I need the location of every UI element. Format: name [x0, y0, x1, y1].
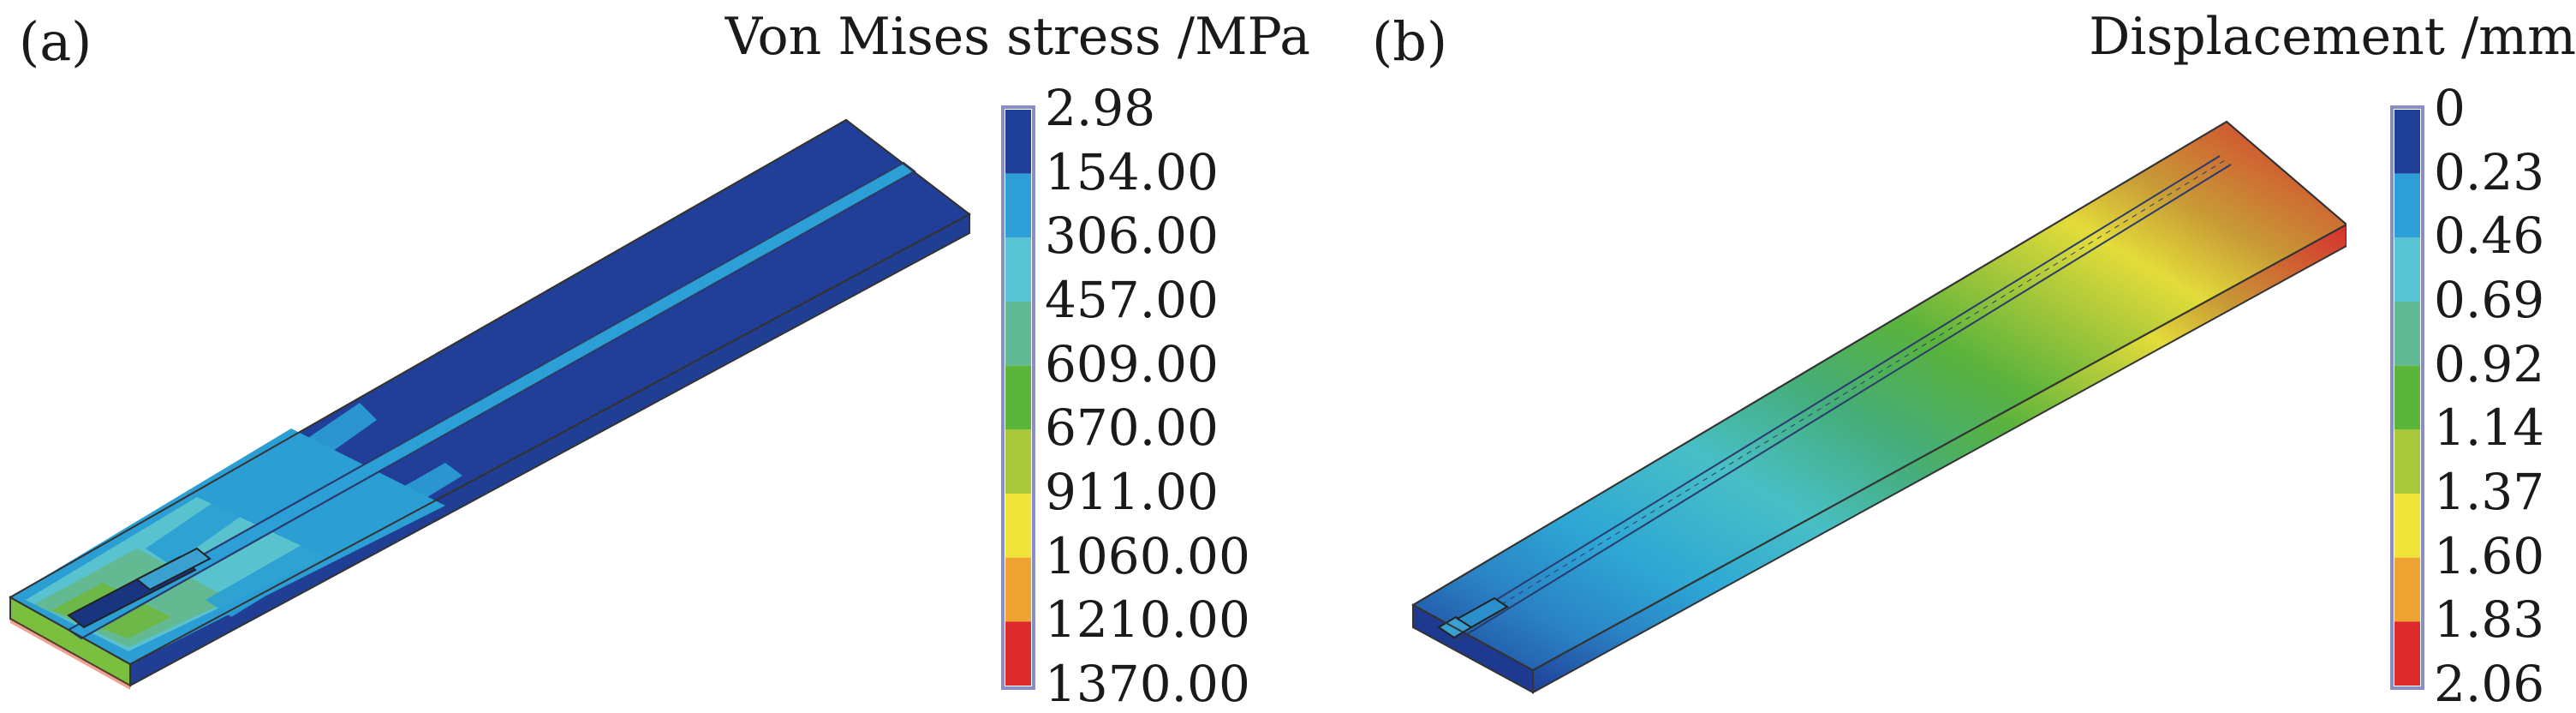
legend-colorbar	[1001, 105, 1035, 690]
stress-contour-model	[8, 118, 971, 690]
legend-tick-label: 0.46	[2434, 207, 2545, 266]
legend-band	[2394, 365, 2420, 430]
legend-band	[2394, 237, 2420, 302]
legend-tick-label: 457.00	[1045, 271, 1219, 329]
legend-band	[2394, 429, 2420, 494]
panel-a: (a) Von Mises stress /MPa 2.98 154.00 306.…	[8, 7, 1310, 713]
legend-tick-label: 0.92	[2434, 334, 2545, 393]
legend-tick-label: 1.37	[2434, 463, 2545, 521]
legend-band	[1005, 365, 1031, 430]
legend-frame	[1001, 105, 1035, 690]
legend-tick-label: 1.60	[2434, 526, 2545, 585]
legend-tick-label: 1210.00	[1045, 590, 1250, 650]
legend-band	[2394, 557, 2420, 622]
legend-band	[1005, 494, 1031, 558]
legend-tick-label: 911.00	[1045, 463, 1219, 521]
legend-band	[2394, 621, 2420, 686]
panel-label: (a)	[19, 10, 92, 73]
legend-tick-label: 154.00	[1045, 142, 1219, 201]
legend-band	[1005, 429, 1031, 494]
displacement-contour-model	[1410, 120, 2346, 694]
legend-tick-label: 2.98	[1045, 79, 1156, 137]
legend-title: Displacement /mm	[2089, 7, 2576, 67]
legend-tick-label: 1370.00	[1045, 655, 1250, 713]
legend-band	[1005, 557, 1031, 622]
legend-title: Von Mises stress /MPa	[724, 7, 1310, 67]
legend-band	[1005, 173, 1031, 238]
legend-tick-label: 670.00	[1045, 398, 1219, 458]
legend-tick-label: 1.14	[2434, 398, 2545, 458]
panel-b: (b)	[1370, 0, 2576, 713]
legend-band	[2394, 494, 2420, 558]
legend-tick-label: 609.00	[1045, 334, 1219, 393]
legend-band	[1005, 237, 1031, 302]
legend-tick-label: 1060.00	[1045, 526, 1250, 585]
legend-tick-label: 306.00	[1045, 207, 1219, 266]
legend-band	[1005, 110, 1031, 174]
legend-frame	[2390, 105, 2424, 690]
panel-label: (b)	[1372, 10, 1448, 73]
legend-colorbar	[2390, 105, 2424, 690]
legend-tick-label: 0.69	[2434, 271, 2545, 329]
legend-band	[2394, 110, 2420, 174]
legend-band	[2394, 302, 2420, 366]
legend-tick-label: 0	[2434, 79, 2466, 137]
legend-tick-label: 2.06	[2434, 655, 2545, 713]
legend-band	[1005, 621, 1031, 686]
legend-tick-label: 1.83	[2434, 590, 2545, 650]
legend-band	[1005, 302, 1031, 366]
legend-band	[2394, 173, 2420, 238]
legend-tick-label: 0.23	[2434, 142, 2545, 201]
